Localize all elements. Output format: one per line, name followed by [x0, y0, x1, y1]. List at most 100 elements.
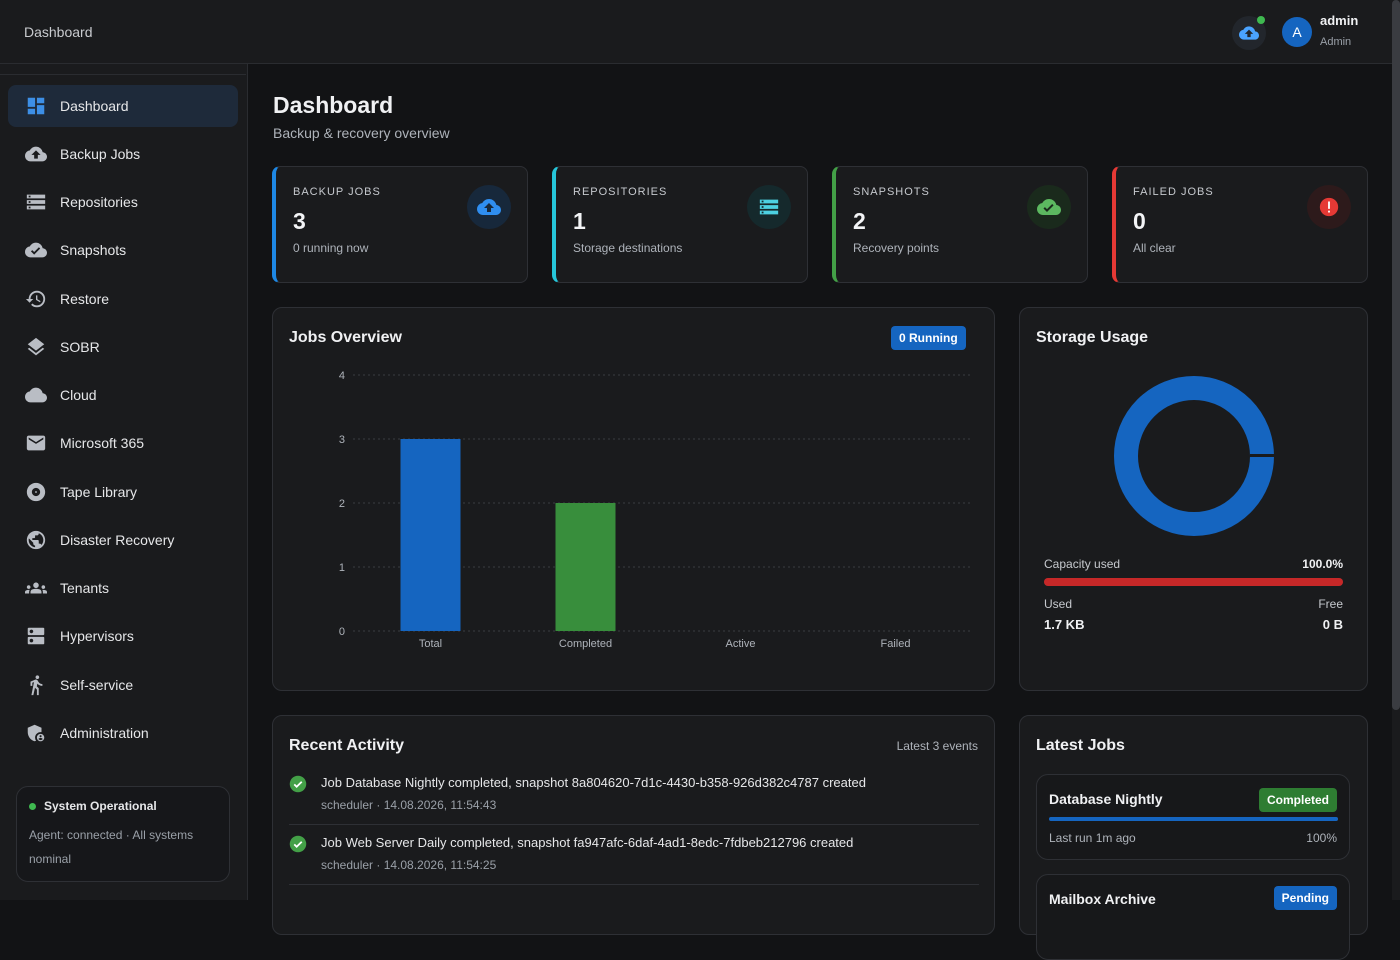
sidebar-item-microsoft-365[interactable]: Microsoft 365: [8, 422, 238, 464]
jobs-overview-card: Jobs Overview 0 Running 0 1 2 3 4 Total Comple…: [272, 307, 995, 691]
activity-text: Job Web Server Daily completed, snapshot…: [321, 835, 854, 850]
card-title: Jobs Overview: [289, 329, 402, 346]
sidebar-item-label: Microsoft 365: [60, 435, 145, 451]
recent-activity-card: Recent Activity Latest 3 events Job Data…: [272, 715, 995, 935]
job-card-database-nightly[interactable]: Database Nightly Completed Last run 1m a…: [1036, 774, 1350, 860]
y-tick-label: 0: [339, 626, 345, 638]
sidebar-item-self-service[interactable]: Self-service: [8, 664, 238, 706]
stat-value: 0: [1133, 208, 1146, 234]
activity-subtext: scheduler · 14.08.2026, 11:54:43: [321, 798, 497, 812]
status-badge: Completed: [1258, 788, 1337, 812]
sidebar-item-label: Repositories: [60, 194, 138, 210]
y-tick-label: 3: [339, 434, 345, 446]
disc-icon: [24, 480, 48, 504]
avatar[interactable]: A: [1282, 17, 1312, 47]
job-name: Database Nightly: [1049, 791, 1163, 807]
stat-subtitle: All clear: [1133, 241, 1176, 255]
storage-donut-chart: [1114, 376, 1276, 536]
online-indicator: [1257, 16, 1265, 24]
sidebar-item-tenants[interactable]: Tenants: [8, 567, 238, 609]
storage-icon: [747, 185, 791, 229]
admin-shield-icon: [24, 721, 48, 745]
x-tick-label: Completed: [559, 638, 612, 650]
stat-label: SNAPSHOTS: [853, 186, 930, 198]
divider: [289, 824, 979, 825]
stat-card-snapshots[interactable]: SNAPSHOTS 2 Recovery points: [832, 166, 1088, 283]
capacity-bar-fill: [1044, 578, 1343, 586]
user-role: Admin: [1320, 36, 1352, 48]
sidebar-item-restore[interactable]: Restore: [8, 278, 238, 320]
activity-meta: Latest 3 events: [896, 739, 978, 753]
dns-icon: [24, 624, 48, 648]
cloud-upload-icon: [24, 142, 48, 166]
sidebar-item-label: Tenants: [60, 580, 110, 596]
bar: [555, 503, 616, 631]
stat-label: REPOSITORIES: [573, 186, 668, 198]
job-card-mailbox-archive[interactable]: Mailbox Archive Pending: [1036, 874, 1350, 960]
sidebar-item-dashboard[interactable]: Dashboard: [8, 85, 238, 127]
used-label: Used: [1044, 597, 1073, 611]
system-status-card: System Operational Agent: connected · Al…: [16, 786, 230, 882]
capacity-label: Capacity used: [1044, 557, 1121, 571]
stat-label: FAILED JOBS: [1133, 186, 1214, 198]
activity-text: Job Database Nightly completed, snapshot…: [321, 775, 866, 790]
sidebar-item-label: Backup Jobs: [60, 146, 141, 162]
running-badge: 0 Running: [891, 326, 966, 350]
stat-subtitle: Storage destinations: [573, 241, 683, 255]
sidebar-item-label: Disaster Recovery: [60, 532, 175, 548]
activity-subtext: scheduler · 14.08.2026, 11:54:25: [321, 858, 497, 872]
job-progress-fill: [1049, 817, 1338, 821]
user-name[interactable]: admin: [1320, 13, 1359, 28]
status-title-row: System Operational: [29, 799, 217, 813]
stat-value: 2: [853, 208, 866, 234]
y-tick-label: 2: [339, 498, 345, 510]
bar: [400, 439, 461, 631]
stat-card-repositories[interactable]: REPOSITORIES 1 Storage destinations: [552, 166, 808, 283]
scrollbar-thumb[interactable]: [1392, 0, 1400, 710]
status-badge: Pending: [1273, 886, 1337, 910]
sidebar-item-sobr[interactable]: SOBR: [8, 326, 238, 368]
x-tick-label: Active: [726, 638, 756, 650]
sidebar-item-tape-library[interactable]: Tape Library: [8, 471, 238, 513]
donut-used-ring: [1114, 376, 1274, 536]
stat-card-failed-jobs[interactable]: FAILED JOBS 0 All clear: [1112, 166, 1368, 283]
latest-jobs-card: Latest Jobs Database Nightly Completed L…: [1019, 715, 1368, 960]
globe-icon: [24, 528, 48, 552]
sidebar-item-snapshots[interactable]: Snapshots: [8, 229, 238, 271]
sidebar-item-disaster-recovery[interactable]: Disaster Recovery: [8, 519, 238, 561]
sidebar: Dashboard Backup Jobs Repositories Snaps…: [0, 64, 248, 900]
sidebar-item-cloud[interactable]: Cloud: [8, 374, 238, 416]
scrollbar[interactable]: [1392, 0, 1400, 900]
sidebar-item-administration[interactable]: Administration: [8, 712, 238, 754]
sidebar-item-label: Snapshots: [60, 242, 127, 258]
x-tick-label: Failed: [881, 638, 911, 650]
person-icon: [24, 673, 48, 697]
cloud-done-icon: [1027, 185, 1071, 229]
cloud-done-icon: [24, 238, 48, 262]
check-circle-icon: [289, 775, 307, 793]
page-subtitle: Backup & recovery overview: [273, 125, 450, 141]
job-progress-bar: [1049, 817, 1338, 821]
cloud-upload-icon: [467, 185, 511, 229]
sidebar-item-repositories[interactable]: Repositories: [8, 181, 238, 223]
sidebar-item-hypervisors[interactable]: Hypervisors: [8, 615, 238, 657]
sidebar-item-label: Cloud: [60, 387, 97, 403]
card-title: Recent Activity: [289, 737, 404, 754]
sidebar-item-label: Tape Library: [60, 484, 138, 500]
breadcrumb[interactable]: Dashboard: [24, 24, 93, 40]
cloud-upload-icon: [1239, 26, 1259, 40]
cloud-icon: [24, 383, 48, 407]
groups-icon: [24, 576, 48, 600]
main-content: Dashboard Backup & recovery overview BAC…: [248, 64, 1392, 960]
sidebar-item-backup-jobs[interactable]: Backup Jobs: [8, 133, 238, 175]
stat-value: 3: [293, 208, 306, 234]
sidebar-item-label: Restore: [60, 291, 110, 307]
status-description: Agent: connected · All systems nominal: [29, 828, 194, 866]
used-value: 1.7 KB: [1044, 617, 1085, 632]
stat-card-backup-jobs[interactable]: BACKUP JOBS 3 0 running now: [272, 166, 528, 283]
sidebar-item-label: Administration: [60, 725, 149, 741]
sidebar-item-label: SOBR: [60, 339, 100, 355]
status-dot: [29, 802, 36, 810]
mail-icon: [24, 431, 48, 455]
free-value: 0 B: [1322, 617, 1343, 632]
